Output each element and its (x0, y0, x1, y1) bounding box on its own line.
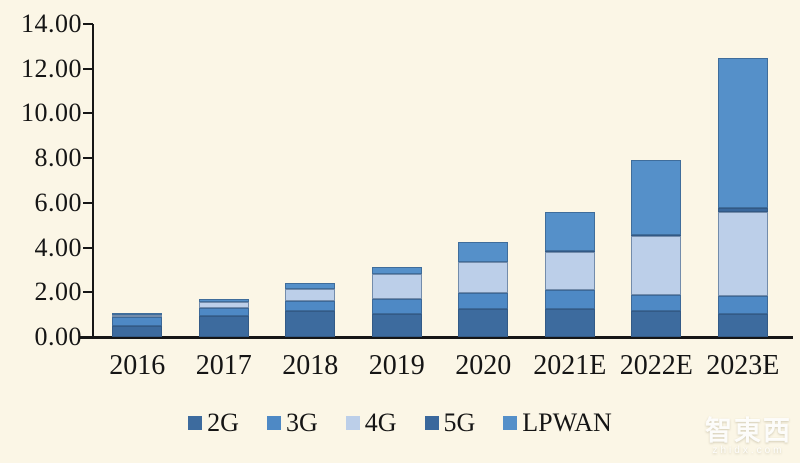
bar-segment-3g-2019 (372, 299, 422, 314)
bar-segment-2g-2019 (372, 313, 422, 337)
legend-item-4g: 4G (345, 408, 397, 438)
y-axis-tick-mark (83, 23, 93, 25)
bar-segment-lpwan-2016 (112, 312, 162, 315)
legend-label: 4G (364, 408, 397, 437)
x-axis-label-2016: 2016 (109, 350, 166, 381)
bar-segment-3g-2017 (199, 307, 249, 316)
bar-segment-lpwan-2017 (199, 299, 249, 303)
legend-item-5g: 5G (424, 408, 476, 438)
y-axis-tick-mark (83, 157, 93, 160)
y-axis-line (92, 24, 94, 338)
y-axis-tick-mark (83, 291, 93, 294)
bar-segment-lpwan-2023e (718, 57, 768, 209)
y-axis-tick-label: 10.00 (21, 98, 82, 128)
bar-segment-lpwan-2022e (631, 160, 681, 235)
y-axis-tick-label: 6.00 (34, 187, 82, 217)
bar-segment-4g-2019 (372, 274, 422, 299)
bar-segment-lpwan-2021e (545, 211, 595, 251)
legend-swatch-3g (266, 416, 281, 430)
bar-segment-lpwan-2020 (458, 242, 508, 262)
bar-segment-3g-2022e (631, 294, 681, 312)
legend-label: 3G (285, 408, 318, 437)
bar-segment-4g-2023e (718, 211, 768, 296)
bar-segment-2g-2022e (631, 311, 681, 337)
x-axis-label-2019: 2019 (368, 350, 425, 381)
legend-swatch-lpwan (503, 416, 518, 430)
bar-segment-3g-2016 (112, 316, 162, 326)
y-axis-tick-label: 8.00 (34, 143, 82, 173)
y-axis-tick-label: 14.00 (21, 9, 82, 38)
legend-swatch-4g (345, 416, 360, 430)
bar-segment-5g-2022e (631, 234, 681, 237)
x-axis-label-2023e: 2023E (706, 350, 780, 381)
legend-swatch-2g (188, 416, 203, 430)
bar-segment-lpwan-2019 (372, 266, 422, 275)
x-axis-label-2020: 2020 (455, 350, 512, 381)
legend: 2G 3G 4G 5G LPWAN (0, 408, 800, 438)
y-axis-tick-mark (83, 112, 93, 115)
bar-segment-2g-2023e (718, 313, 768, 337)
x-axis-line (79, 336, 793, 339)
y-axis-tick-label: 2.00 (34, 277, 82, 307)
bar-segment-3g-2018 (285, 301, 335, 312)
bar-segment-2g-2020 (458, 309, 508, 337)
bar-segment-2g-2017 (199, 315, 249, 337)
legend-label: LPWAN (522, 408, 612, 437)
bar-segment-lpwan-2018 (285, 283, 335, 289)
bar-segment-2g-2018 (285, 311, 335, 337)
bar-segment-3g-2020 (458, 293, 508, 310)
watermark-url-text: zhidx.com (712, 445, 785, 456)
bar-segment-4g-2022e (631, 236, 681, 295)
bar-segment-4g-2021e (545, 252, 595, 291)
y-axis-tick-mark (83, 201, 93, 204)
y-axis-tick-label: 4.00 (34, 232, 82, 262)
x-axis-label-2022e: 2022E (619, 350, 693, 381)
y-axis-tick-label: 12.00 (21, 53, 82, 83)
y-axis-tick-mark (83, 67, 93, 70)
legend-item-2g: 2G (188, 408, 239, 438)
bar-segment-4g-2016 (112, 314, 162, 317)
bar-segment-2g-2016 (112, 325, 162, 337)
bar-segment-4g-2017 (199, 302, 249, 308)
bar-segment-3g-2021e (545, 290, 595, 310)
legend-label: 5G (443, 408, 476, 437)
bar-segment-5g-2023e (718, 208, 768, 212)
plot-area (94, 24, 786, 337)
bar-segment-3g-2023e (718, 295, 768, 314)
x-axis-label-2021e: 2021E (533, 350, 607, 381)
legend-swatch-5g (424, 416, 439, 430)
watermark: 智東西 zhidx.com (705, 417, 792, 457)
legend-label: 2G (207, 408, 239, 437)
y-axis-tick-label: 0.00 (34, 322, 82, 351)
watermark-logo-text: 智東西 (705, 416, 792, 446)
legend-item-lpwan: LPWAN (503, 408, 612, 438)
bar-segment-4g-2018 (285, 288, 335, 302)
legend-item-3g: 3G (266, 408, 318, 438)
x-axis-label-2017: 2017 (195, 350, 252, 381)
bar-segment-2g-2021e (545, 309, 595, 337)
x-axis-label-2018: 2018 (282, 350, 339, 381)
y-axis-tick-mark (83, 246, 93, 249)
bar-segment-4g-2020 (458, 262, 508, 294)
